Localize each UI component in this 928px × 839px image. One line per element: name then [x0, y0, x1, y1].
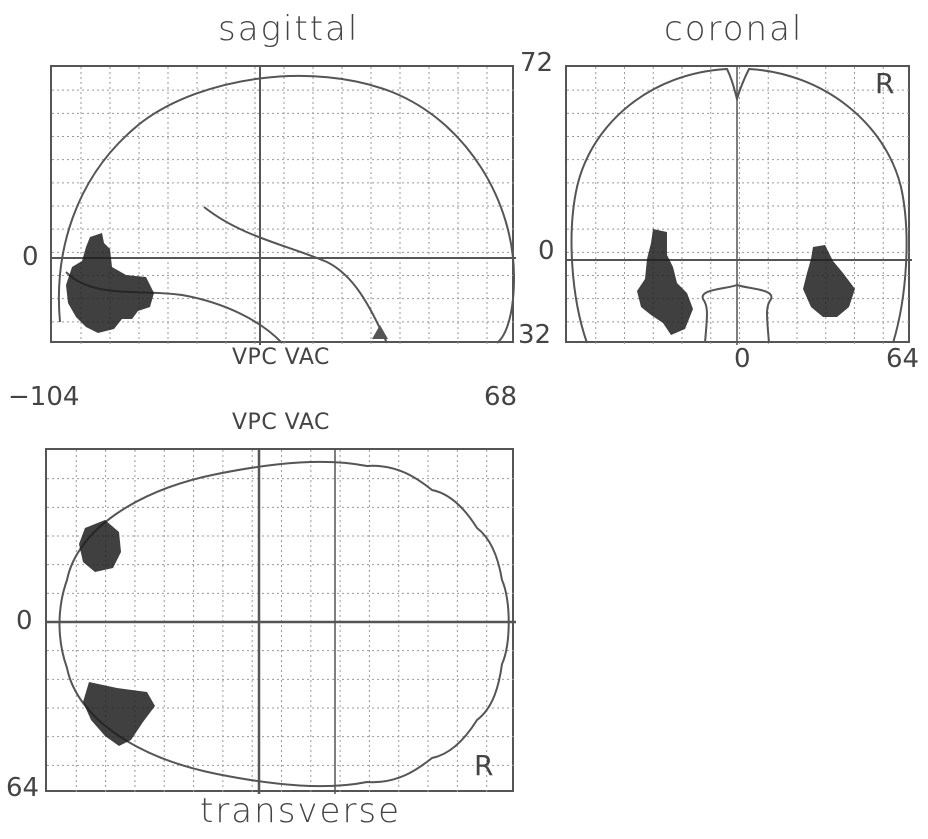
transverse-panel — [45, 448, 516, 794]
transverse-brain-outline — [58, 460, 510, 788]
coronal-panel — [565, 65, 912, 345]
sagittal-brain-outline — [57, 74, 516, 344]
sagittal-axis-caption: VPC VAC — [232, 345, 330, 370]
coronal-tick-bottom: 32 — [518, 320, 552, 350]
transverse-view — [47, 450, 516, 794]
x-range-right-label: 68 — [484, 382, 518, 412]
transverse-tick-zero: 0 — [16, 606, 33, 636]
coronal-brain-outline — [570, 67, 908, 344]
transverse-axis-caption: VPC VAC — [232, 410, 330, 435]
sagittal-title: sagittal — [218, 9, 360, 49]
transverse-title: transverse — [200, 791, 402, 831]
sagittal-ventricle-line — [203, 206, 388, 344]
x-range-left-label: −104 — [8, 382, 80, 412]
coronal-tick-zero: 0 — [538, 236, 555, 266]
sagittal-activation-cluster — [66, 233, 154, 333]
coronal-activation-right — [803, 245, 855, 317]
coronal-view — [567, 67, 912, 345]
transverse-activation-upper — [79, 520, 121, 572]
transverse-activation-lower — [83, 682, 155, 746]
coronal-right-marker: R — [875, 67, 895, 100]
coronal-title: coronal — [664, 9, 804, 49]
coronal-tick-top: 72 — [520, 48, 554, 78]
sagittal-view — [52, 67, 516, 345]
sagittal-notch-mark — [372, 325, 388, 339]
transverse-right-marker: R — [474, 749, 494, 782]
sagittal-tick-zero: 0 — [22, 242, 39, 272]
transverse-tick-bottom: 64 — [6, 773, 40, 803]
sagittal-panel — [50, 65, 516, 345]
coronal-tick-x-right: 64 — [886, 344, 920, 374]
coronal-activation-left — [637, 229, 693, 335]
coronal-brainstem-outline — [701, 283, 773, 344]
coronal-tick-x-center: 0 — [734, 344, 751, 374]
